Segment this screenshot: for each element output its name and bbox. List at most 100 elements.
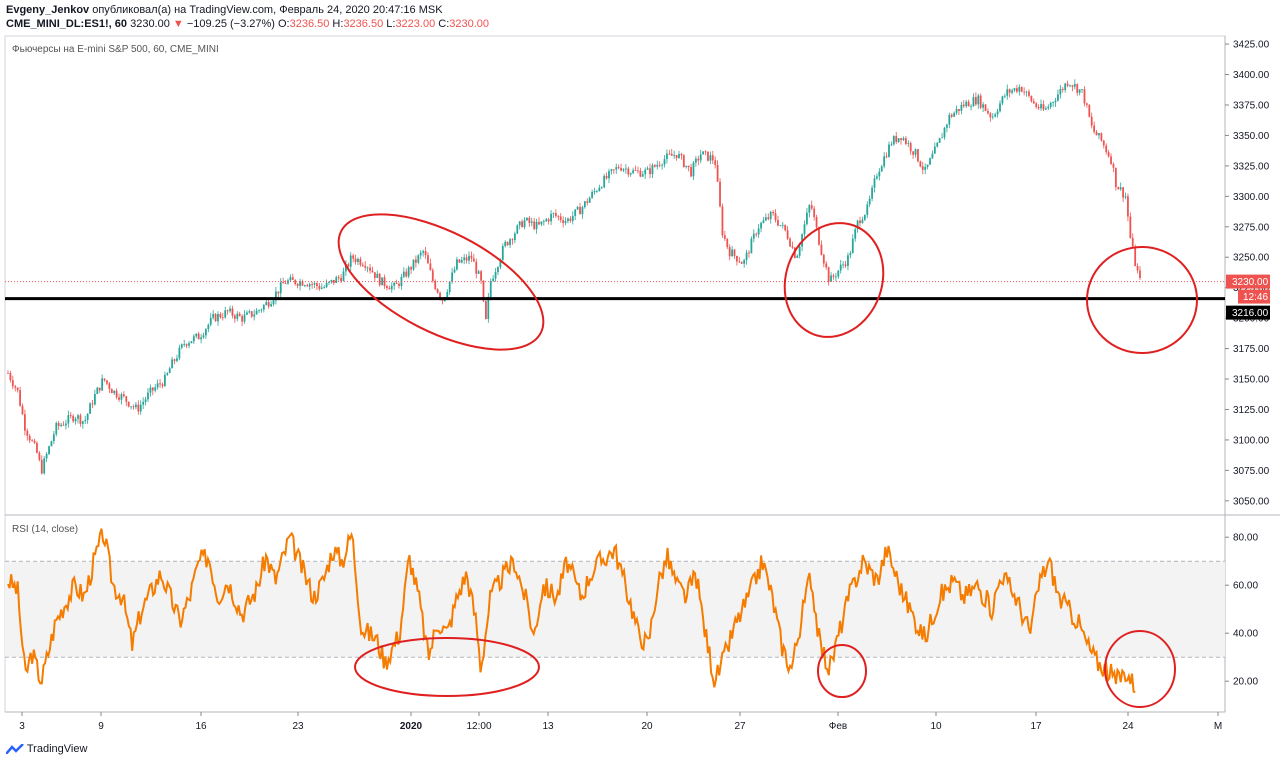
candle-body: [576, 206, 579, 210]
candle-body: [236, 313, 239, 319]
rsi-line: [7, 528, 1136, 694]
candle-body: [627, 168, 630, 175]
candle-body: [67, 415, 70, 424]
candle-body: [364, 265, 367, 268]
candle-body: [55, 422, 58, 435]
candle-body: [540, 221, 543, 225]
candle-body: [255, 310, 258, 315]
candle-body: [646, 168, 649, 170]
candle-body: [253, 314, 256, 317]
candle-body: [229, 308, 231, 312]
candle-body: [815, 217, 818, 228]
candle-body: [550, 213, 552, 222]
tradingview-logo[interactable]: TradingView: [6, 743, 87, 755]
candle-body: [43, 458, 46, 474]
candle-body: [1100, 133, 1103, 141]
candle-body: [866, 204, 869, 215]
candle-body: [272, 300, 275, 305]
candle-body: [596, 190, 598, 192]
candle-body: [535, 221, 538, 229]
candle-body: [316, 283, 318, 287]
candle-body: [163, 374, 166, 387]
author-name[interactable]: Evgeny_Jenkov: [6, 4, 90, 16]
candle-body: [547, 219, 550, 222]
candle-body: [926, 164, 929, 167]
rsi-tick-label: 20.00: [1233, 677, 1258, 688]
candle-body: [395, 283, 398, 284]
candle-body: [506, 241, 509, 246]
candle-body: [265, 302, 268, 306]
candle-body: [1076, 84, 1079, 93]
candle-body: [313, 283, 316, 285]
candle-body: [1134, 246, 1137, 267]
candle-body: [407, 267, 410, 277]
candle-body: [371, 270, 374, 273]
candle-body: [837, 270, 840, 277]
candle-body: [233, 315, 236, 319]
candle-body: [518, 221, 521, 226]
candle-body: [480, 271, 482, 281]
candle-body: [337, 277, 340, 278]
candle-body: [1081, 89, 1083, 91]
candle-body: [950, 114, 953, 117]
rsi-series-line: [7, 528, 1136, 694]
candle-body: [977, 95, 980, 105]
candle-body: [999, 103, 1001, 112]
candle-body: [1001, 96, 1004, 104]
candle-body: [873, 178, 876, 188]
candle-body: [171, 359, 174, 369]
price-tick-label: 3300.00: [1233, 192, 1270, 203]
candle-body: [342, 271, 345, 282]
main-pane-title: Фьючерсы на E-mini S&P 500, 60, CME_MINI: [12, 44, 219, 55]
price-tick-label: 3425.00: [1233, 40, 1270, 51]
candle-body: [383, 277, 386, 286]
candle-body: [726, 238, 729, 248]
price-tick-label: 3375.00: [1233, 100, 1270, 111]
candle-body: [842, 264, 845, 266]
candle-body: [166, 373, 169, 375]
candle-body: [917, 149, 919, 162]
candle-body: [521, 221, 524, 228]
candle-body: [183, 344, 186, 345]
candle-body: [14, 386, 17, 388]
candle-body: [632, 170, 635, 174]
candle-body: [962, 104, 965, 107]
candle-body: [806, 212, 808, 225]
tradingview-logo-icon: [6, 744, 24, 755]
candle-body: [545, 219, 548, 222]
candle-body: [649, 168, 651, 175]
candle-body: [84, 420, 87, 422]
candle-body: [984, 104, 987, 111]
candle-body: [472, 258, 475, 262]
candle-body: [60, 424, 63, 426]
candle-body: [434, 280, 437, 290]
candle-body: [699, 154, 702, 161]
candle-body: [1042, 104, 1045, 110]
candle-body: [52, 434, 55, 442]
open-label: O:: [274, 18, 290, 30]
candle-body: [303, 285, 306, 287]
candle-body: [620, 168, 622, 171]
candle-body: [499, 259, 502, 268]
candle-body: [656, 164, 659, 167]
candle-body: [523, 220, 526, 228]
candle-body: [863, 214, 866, 220]
candle-body: [982, 104, 985, 108]
annotation-ellipse-5: [817, 644, 867, 698]
candle-body: [810, 205, 813, 209]
candle-body: [485, 300, 487, 319]
candle-body: [591, 191, 594, 198]
candle-body: [226, 310, 229, 312]
candle-body: [373, 272, 376, 278]
candle-body: [1129, 216, 1132, 238]
candle-body: [200, 337, 202, 340]
candle-body: [180, 344, 183, 348]
candle-body: [108, 383, 111, 390]
candle-body: [680, 154, 683, 156]
candle-body: [740, 262, 743, 264]
annotations: [337, 213, 1198, 708]
candle-body: [1003, 95, 1006, 97]
candle-body: [1018, 87, 1021, 92]
candle-body: [762, 220, 765, 223]
